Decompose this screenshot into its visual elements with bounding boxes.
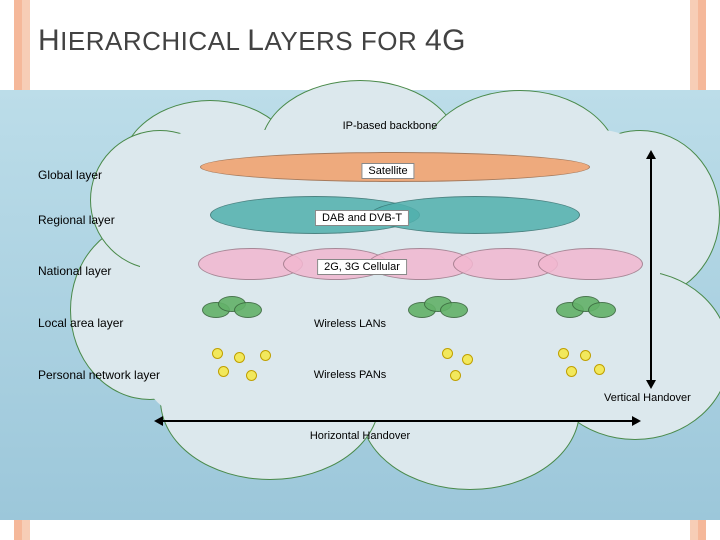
arrow-head	[154, 416, 163, 426]
wpan-dot	[212, 348, 223, 359]
wpan-dot	[260, 350, 271, 361]
vertical-handover-label: Vertical Handover	[604, 392, 691, 404]
layer-label: Personal network layer	[38, 368, 160, 382]
horizontal-handover-label: Horizontal Handover	[310, 430, 410, 442]
layer-label: Local area layer	[38, 316, 123, 330]
network-label: Wireless LANs	[314, 318, 386, 330]
layer-label: Global layer	[38, 168, 102, 182]
wpan-dot	[580, 350, 591, 361]
wpan-dot	[450, 370, 461, 381]
wpan-dot	[218, 366, 229, 377]
network-label: Satellite	[361, 163, 414, 179]
network-ellipse	[538, 248, 643, 280]
horizontal-handover-arrow	[162, 420, 632, 422]
slide-title: HIERARCHICAL LAYERS FOR 4G	[38, 24, 466, 58]
arrow-head	[646, 380, 656, 389]
wpan-dot	[566, 366, 577, 377]
wpan-dot	[594, 364, 605, 375]
wpan-dot	[462, 354, 473, 365]
wpan-dot	[558, 348, 569, 359]
network-label: IP-based backbone	[343, 120, 438, 132]
network-label: Wireless PANs	[314, 369, 387, 381]
layer-label: National layer	[38, 264, 111, 278]
network-label: DAB and DVB-T	[315, 210, 409, 226]
wlan-ellipse	[440, 302, 468, 318]
wlan-ellipse	[234, 302, 262, 318]
wpan-dot	[234, 352, 245, 363]
wlan-ellipse	[588, 302, 616, 318]
layer-label: Regional layer	[38, 213, 115, 227]
wpan-dot	[442, 348, 453, 359]
vertical-handover-arrow	[650, 158, 652, 380]
diagram-area: Global layer Regional layer National layer…	[0, 90, 720, 520]
arrow-head	[632, 416, 641, 426]
network-label: 2G, 3G Cellular	[317, 259, 407, 275]
arrow-head	[646, 150, 656, 159]
wpan-dot	[246, 370, 257, 381]
